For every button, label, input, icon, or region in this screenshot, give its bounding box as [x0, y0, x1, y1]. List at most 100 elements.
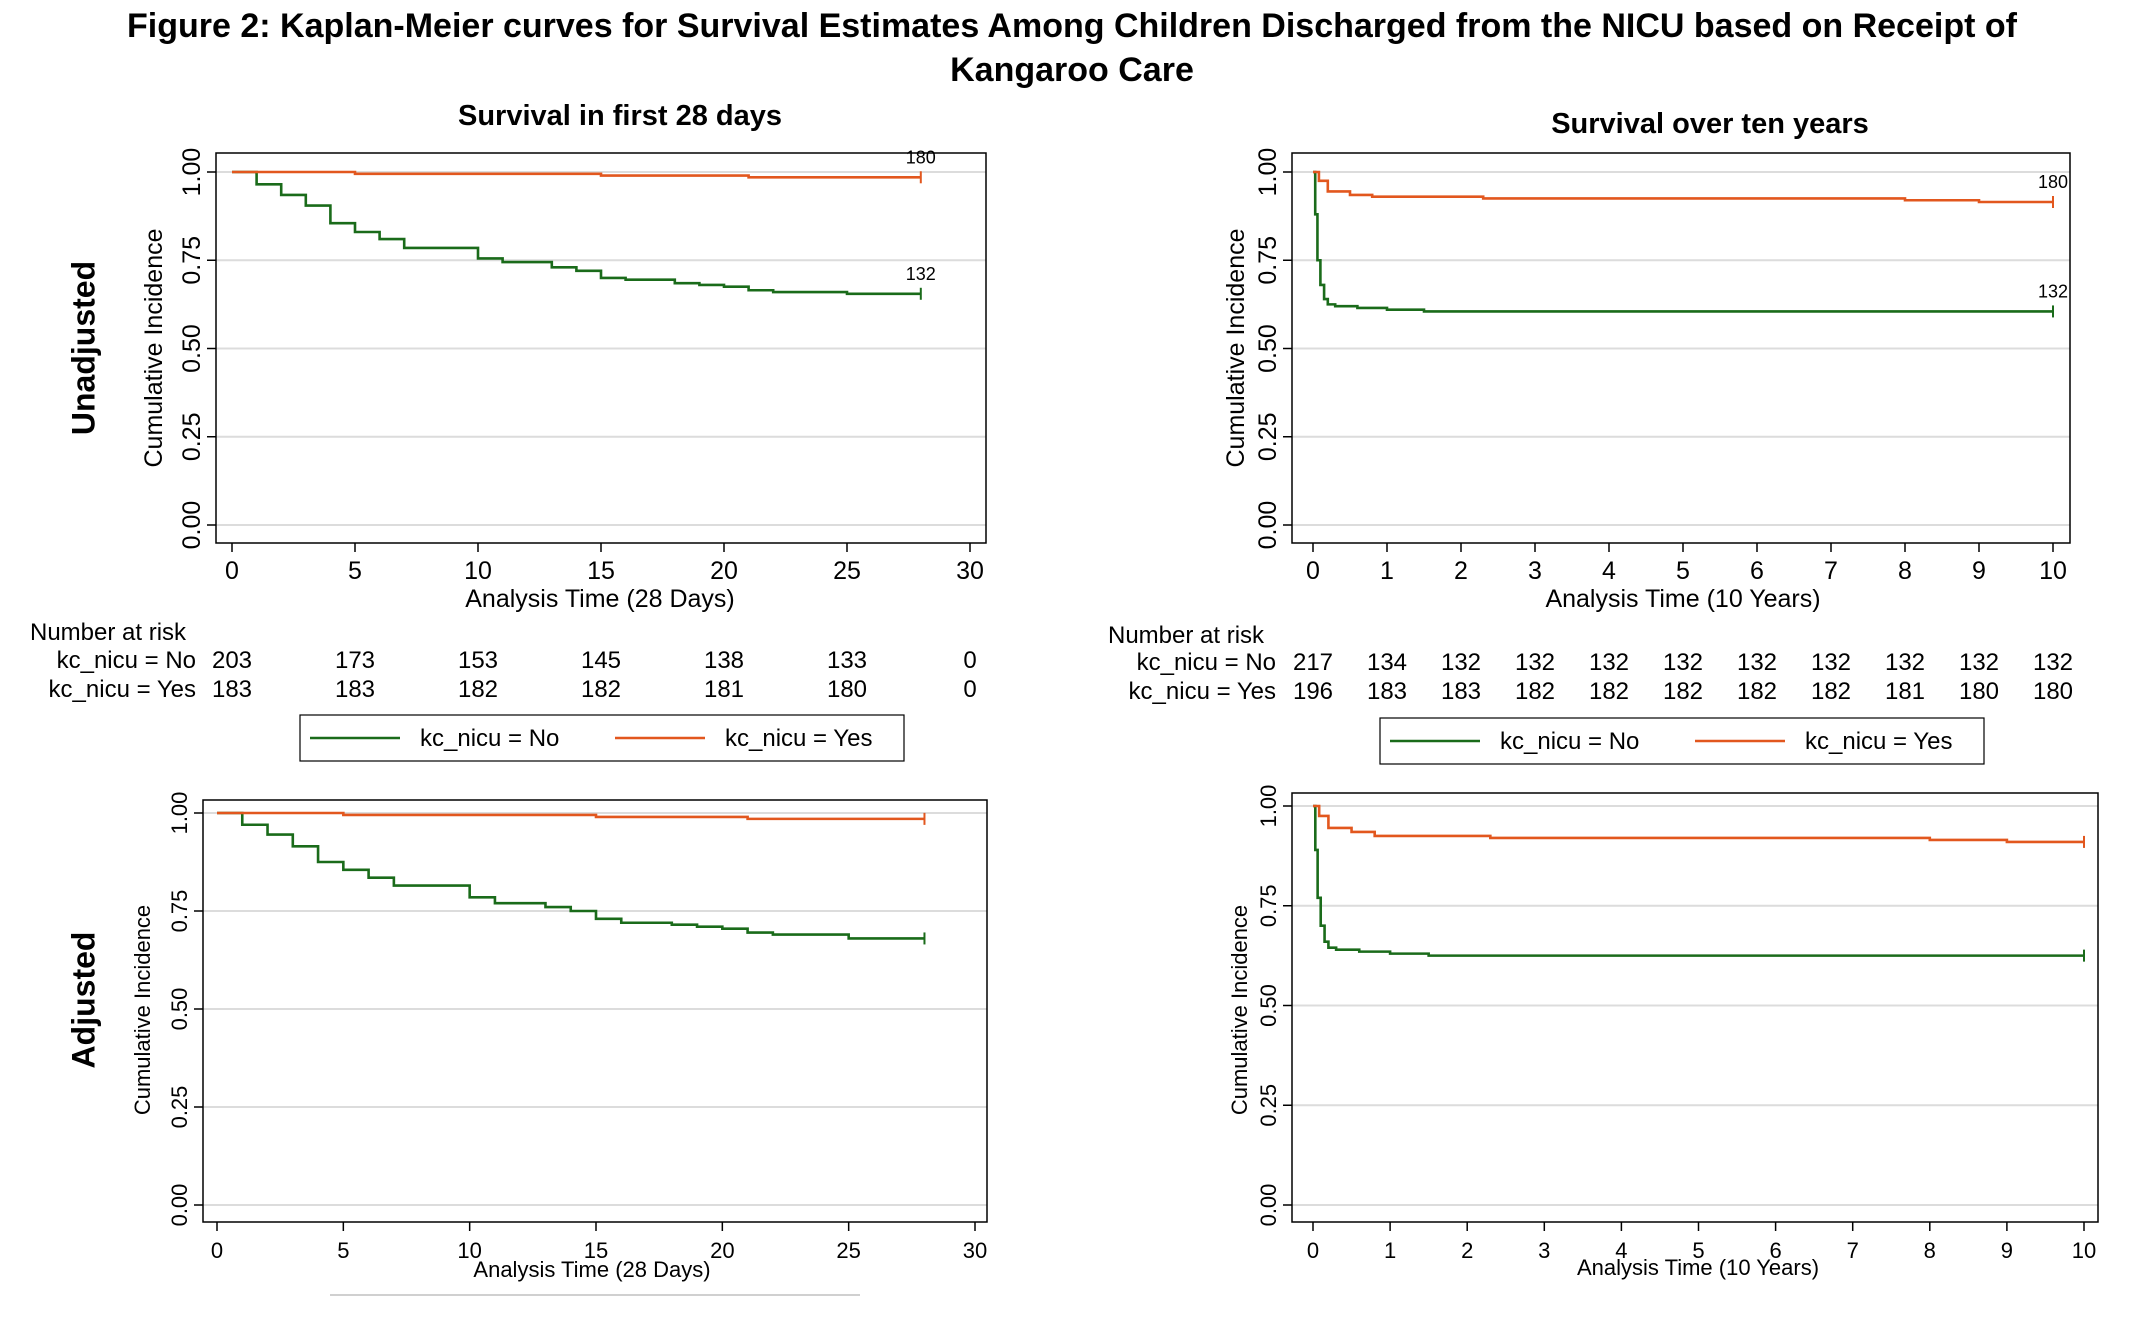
at-risk-value: 132: [1737, 649, 1777, 676]
at-risk-value: 134: [1367, 649, 1407, 676]
at-risk-value: 132: [1885, 649, 1925, 676]
at-risk-value: 132: [1441, 649, 1481, 676]
y-tick-label-0: 0.00: [1254, 501, 1282, 550]
x-tick-label-4: 4: [1615, 1238, 1627, 1263]
at-risk-value: 182: [1811, 678, 1851, 705]
km-curve-no: [1313, 170, 2053, 313]
x-tick-label-0: 0: [211, 1238, 223, 1263]
y-tick-label-0: 0.00: [167, 1184, 192, 1227]
x-tick-label-1: 5: [348, 557, 362, 585]
x-tick-label-6: 6: [1750, 557, 1764, 585]
at-risk-row-label: kc_nicu = No: [1137, 649, 1276, 676]
end-label-no: 132: [2038, 281, 2068, 301]
x-tick-label-6: 6: [1769, 1238, 1781, 1263]
km-curve-no: [217, 811, 925, 940]
x-tick-label-8: 8: [1924, 1238, 1936, 1263]
y-axis-label: Cumulative Incidence: [140, 228, 168, 467]
x-tick-label-6: 30: [956, 557, 984, 585]
at-risk-value: 132: [1515, 649, 1555, 676]
at-risk-value: 132: [1663, 649, 1703, 676]
y-tick-label-3: 0.75: [178, 236, 206, 285]
x-tick-label-5: 25: [833, 557, 861, 585]
end-label-no: 132: [906, 264, 936, 284]
at-risk-value: 153: [458, 647, 498, 674]
y-tick-label-2: 0.50: [178, 324, 206, 373]
km-curve-no: [1313, 804, 2084, 957]
x-tick-label-1: 1: [1384, 1238, 1396, 1263]
x-axis-label: Analysis Time (28 Days): [465, 585, 735, 613]
y-tick-label-3: 0.75: [1254, 236, 1282, 285]
y-tick-label-4: 1.00: [1254, 148, 1282, 197]
at-risk-value: 145: [581, 647, 621, 674]
legend-label-no: kc_nicu = No: [1500, 728, 1639, 755]
at-risk-row-label: kc_nicu = Yes: [1129, 678, 1276, 705]
at-risk-value: 182: [458, 676, 498, 703]
legend-box: [1379, 717, 1985, 765]
legend-box: [299, 714, 905, 762]
x-tick-label-10: 10: [2039, 557, 2067, 585]
at-risk-value: 183: [1367, 678, 1407, 705]
km-curve-no: [232, 170, 921, 296]
y-tick-label-1: 0.25: [1254, 412, 1282, 461]
at-risk-value: 182: [581, 676, 621, 703]
at-risk-row-label: kc_nicu = No: [57, 647, 196, 674]
at-risk-value: 183: [1441, 678, 1481, 705]
at-risk-value: 132: [1589, 649, 1629, 676]
plot-frame: [1291, 792, 2099, 1223]
x-tick-label-9: 9: [1972, 557, 1986, 585]
at-risk-value: 183: [335, 676, 375, 703]
figure-title: Figure 2: Kaplan-Meier curves for Surviv…: [0, 4, 2144, 92]
y-tick-label-4: 1.00: [1256, 785, 1281, 828]
y-tick-label-2: 0.50: [1256, 984, 1281, 1027]
x-tick-label-5: 5: [1676, 557, 1690, 585]
chart-panel-adjusted-10years: 0.00 0.25 0.50 0.75 1.00 0 1 2 3 4 5 6 7 8 9 10 Analysis…: [1227, 785, 2099, 1280]
chart-title: Survival over ten years: [1551, 108, 1869, 140]
at-risk-header: Number at risk: [1108, 622, 1265, 649]
y-tick-label-3: 0.75: [167, 890, 192, 933]
x-axis-label: Analysis Time (28 Days): [473, 1257, 710, 1282]
x-tick-label-3: 15: [587, 557, 615, 585]
x-tick-label-1: 1: [1380, 557, 1394, 585]
end-label-yes: 180: [2038, 172, 2068, 192]
km-curve-yes: [1313, 804, 2084, 844]
x-tick-label-4: 20: [710, 557, 738, 585]
y-tick-label-3: 0.75: [1256, 884, 1281, 927]
at-risk-value: 196: [1293, 678, 1333, 705]
y-tick-label-4: 1.00: [167, 792, 192, 835]
x-tick-label-7: 7: [1824, 557, 1838, 585]
at-risk-value: 132: [1811, 649, 1851, 676]
legend: kc_nicu = No kc_nicu = Yes: [1379, 717, 1985, 765]
km-curve-yes: [1313, 170, 2053, 204]
y-tick-label-4: 1.00: [178, 148, 206, 197]
km-curve-yes: [217, 811, 925, 821]
at-risk-value: 180: [827, 676, 867, 703]
y-tick-label-1: 0.25: [1256, 1084, 1281, 1127]
at-risk-value: 0: [963, 676, 976, 703]
at-risk-value: 203: [212, 647, 252, 674]
y-axis-label: Cumulative Incidence: [130, 905, 155, 1115]
chart-panel-unadjusted-28days: Survival in first 28 days 0.00 0.25 0.50 0.7…: [30, 100, 987, 762]
y-tick-label-2: 0.50: [167, 988, 192, 1031]
at-risk-value: 181: [704, 676, 744, 703]
at-risk-value: 182: [1589, 678, 1629, 705]
at-risk-value: 173: [335, 647, 375, 674]
x-axis-label: Analysis Time (10 Years): [1545, 585, 1820, 613]
y-tick-label-1: 0.25: [167, 1086, 192, 1129]
at-risk-value: 180: [2033, 678, 2073, 705]
x-tick-label-3: 3: [1528, 557, 1542, 585]
chart-panel-unadjusted-10years: Survival over ten years 0.00 0.25 0.50 0.75 1…: [1108, 108, 2073, 765]
y-tick-label-1: 0.25: [178, 412, 206, 461]
x-tick-label-10: 10: [2072, 1238, 2096, 1263]
x-tick-label-1: 5: [337, 1238, 349, 1263]
figure-title-line1: Figure 2: Kaplan-Meier curves for Surviv…: [127, 7, 2017, 45]
plot-frame: [202, 799, 988, 1223]
at-risk-value: 217: [1293, 649, 1333, 676]
y-tick-label-2: 0.50: [1254, 324, 1282, 373]
at-risk-header: Number at risk: [30, 619, 187, 646]
x-tick-label-2: 10: [464, 557, 492, 585]
legend: kc_nicu = No kc_nicu = Yes: [299, 714, 905, 762]
x-tick-label-9: 9: [2001, 1238, 2013, 1263]
x-tick-label-5: 25: [836, 1238, 860, 1263]
